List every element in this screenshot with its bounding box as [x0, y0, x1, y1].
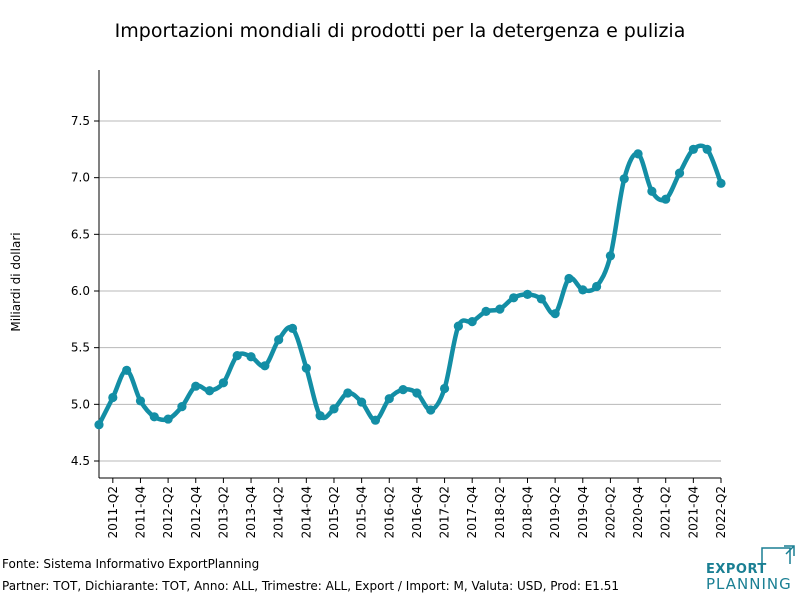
data-point — [204, 386, 215, 396]
y-tick-label: 4.5 — [71, 454, 90, 468]
data-point — [315, 411, 325, 421]
data-point — [163, 414, 173, 424]
data-point — [453, 321, 463, 331]
x-tick-label: 2021-Q2 — [659, 486, 673, 538]
data-point — [122, 365, 132, 375]
data-point — [633, 149, 643, 159]
data-point — [661, 194, 671, 204]
y-tick-label: 7.5 — [71, 114, 90, 128]
data-point — [246, 352, 256, 362]
grid-lines — [99, 120, 721, 462]
exportplanning-logo: EXPORT PLANNING — [704, 544, 796, 593]
x-tick-label: 2016-Q4 — [410, 486, 424, 538]
x-tick-label: 2019-Q2 — [548, 486, 562, 538]
y-tick-label: 6.5 — [71, 227, 90, 241]
y-tick-label: 5.0 — [71, 397, 90, 411]
data-point — [149, 412, 159, 422]
y-tick-labels: 4.5 5.0 5.5 6.0 6.5 7.0 7.5 — [71, 114, 90, 468]
data-point — [716, 178, 726, 188]
data-point — [135, 396, 146, 406]
x-tick-label: 2019-Q4 — [576, 486, 590, 538]
x-tick-label: 2020-Q4 — [631, 486, 645, 538]
series-line — [96, 143, 724, 427]
y-tick-label: 6.0 — [71, 284, 90, 298]
x-tick-label: 2013-Q2 — [216, 486, 230, 538]
data-point — [495, 304, 505, 314]
y-tick-label: 5.5 — [71, 341, 90, 355]
x-tick-label: 2013-Q4 — [244, 486, 258, 538]
x-tick-label: 2020-Q2 — [603, 486, 617, 538]
x-tick-label: 2011-Q2 — [106, 486, 120, 538]
data-point — [439, 383, 450, 394]
data-point — [177, 402, 187, 412]
x-tick-label: 2018-Q2 — [493, 486, 507, 538]
data-point — [398, 385, 408, 395]
x-tick-labels: 2011-Q2 2011-Q4 2012-Q2 2012-Q4 2013-Q2 2013-… — [106, 486, 728, 538]
data-point — [702, 144, 712, 154]
logo-word-planning: PLANNING — [706, 575, 792, 593]
data-point — [522, 289, 533, 299]
data-point — [564, 273, 574, 284]
y-axis-label: Miliardi di dollari — [9, 232, 23, 331]
data-point — [592, 281, 602, 292]
logo-frame-icon — [761, 545, 795, 564]
source-note: Fonte: Sistema Informativo ExportPlannin… — [2, 557, 260, 571]
x-tick-label: 2011-Q4 — [133, 486, 147, 538]
axes — [94, 70, 722, 483]
x-tick-label: 2015-Q4 — [355, 486, 369, 538]
data-point — [108, 392, 118, 403]
data-point — [329, 404, 339, 414]
x-tick-label: 2021-Q4 — [686, 486, 700, 538]
x-tick-label: 2016-Q2 — [382, 486, 396, 538]
data-point — [509, 293, 519, 303]
data-point — [232, 351, 242, 361]
data-point — [467, 317, 477, 327]
data-point — [578, 285, 588, 295]
data-point — [301, 363, 311, 373]
x-tick-label: 2018-Q4 — [520, 486, 534, 538]
data-point — [481, 306, 491, 316]
data-point — [536, 294, 546, 304]
x-tick-label: 2017-Q2 — [438, 486, 452, 538]
data-point — [426, 405, 436, 415]
data-point — [343, 388, 353, 398]
data-point — [274, 335, 284, 345]
x-tick-label: 2022-Q2 — [714, 486, 728, 538]
data-point — [287, 323, 298, 333]
data-point — [370, 415, 381, 425]
data-point — [605, 251, 616, 261]
data-point — [357, 397, 367, 407]
data-point — [550, 309, 560, 319]
x-tick-label: 2012-Q4 — [189, 486, 203, 538]
logo-word-export: EXPORT — [706, 562, 767, 577]
x-tick-label: 2014-Q4 — [299, 486, 313, 538]
x-tick-label: 2012-Q2 — [161, 486, 175, 538]
parameters-note: Partner: TOT, Dichiarante: TOT, Anno: AL… — [2, 579, 620, 593]
data-point — [384, 394, 394, 404]
y-tick-label: 7.0 — [71, 171, 90, 185]
x-tick-label: 2014-Q2 — [272, 486, 286, 538]
data-point — [619, 174, 629, 184]
data-point — [94, 420, 104, 430]
data-point — [191, 381, 201, 391]
data-point — [647, 186, 657, 196]
x-tick-label: 2015-Q2 — [327, 486, 341, 538]
data-point — [218, 378, 228, 388]
chart-title: Importazioni mondiali di prodotti per la… — [114, 20, 686, 42]
series — [94, 143, 726, 430]
x-tick-label: 2017-Q4 — [465, 486, 479, 538]
data-point — [688, 144, 698, 154]
data-point — [674, 168, 685, 178]
data-point — [260, 361, 270, 371]
data-point — [412, 388, 422, 398]
